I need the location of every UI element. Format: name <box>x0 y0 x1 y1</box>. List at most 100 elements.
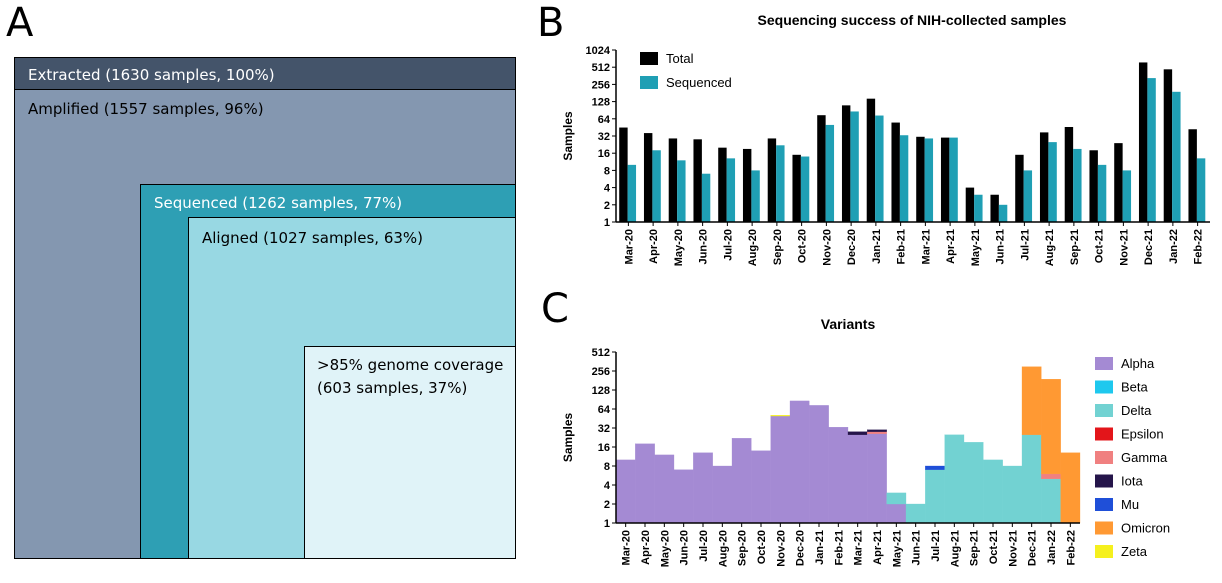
funnel-label-coverage-line2: (603 samples, 37%) <box>317 379 468 397</box>
funnel-label-aligned: Aligned (1027 samples, 63%) <box>202 229 424 247</box>
chart-c-bar-alpha-oct-20 <box>751 450 771 524</box>
chart-b-xtick-label: Sep-21 <box>1069 229 1081 265</box>
chart-b-bar-total-nov-20 <box>817 115 826 222</box>
chart-b-xtick-label: Jan-22 <box>1168 229 1180 264</box>
chart-b-bar-total-jan-22 <box>1163 69 1173 222</box>
chart-c-xtick-label: Feb-21 <box>833 530 845 565</box>
chart-c-legend-swatch <box>1095 498 1113 511</box>
chart-b-bar-sequenced-mar-20 <box>627 164 637 222</box>
funnel-box-coverage <box>304 346 516 559</box>
chart-c-xtick-label: Apr-20 <box>640 530 652 565</box>
chart-b-xtick-label: Nov-20 <box>821 229 833 266</box>
chart-c-xtick-label: May-20 <box>659 530 671 567</box>
chart-b-ytick-label: 2 <box>604 200 610 212</box>
chart-c-bar-alpha-mar-20 <box>615 459 636 524</box>
chart-c-bar-iota-mar-21 <box>847 431 868 435</box>
chart-c-legend-swatch <box>1095 521 1113 535</box>
chart-c-legend-label: Epsilon <box>1121 427 1164 442</box>
chart-b-bar-total-aug-20 <box>742 148 752 222</box>
chart-b-bar-total-dec-20 <box>841 105 851 222</box>
chart-c-xtick-label: Oct-20 <box>756 530 768 564</box>
chart-c-xtick-label: Jan-22 <box>1046 530 1058 565</box>
chart-b-bar-total-nov-21 <box>1114 143 1123 222</box>
chart-b-bar-sequenced-may-20 <box>677 160 686 222</box>
chart-b-bar-sequenced-oct-20 <box>800 156 810 222</box>
chart-c-bar-omicron-jan-22 <box>1041 379 1061 475</box>
funnel-label-coverage-line1: >85% genome coverage <box>317 356 504 374</box>
chart-c-bar-gamma-apr-21 <box>867 431 887 434</box>
chart-c-xtick-label: Jul-21 <box>930 530 942 562</box>
panel-letter-b: B <box>537 0 565 46</box>
chart-b-bar-total-jun-21 <box>990 194 999 222</box>
chart-c-legend-swatch <box>1095 545 1113 558</box>
chart-c-legend-swatch <box>1095 380 1113 394</box>
chart-b-xtick-label: Sep-20 <box>772 229 784 265</box>
chart-b-ytick-label: 128 <box>592 97 610 109</box>
chart-c-ytick-label: 32 <box>598 423 610 435</box>
chart-c-xtick-label: Nov-20 <box>775 530 787 567</box>
chart-b-xtick-label: May-20 <box>673 229 685 266</box>
chart-c-legend-swatch <box>1095 427 1113 441</box>
chart-c-ytick-label: 2 <box>604 499 610 511</box>
chart-b-xtick-label: May-21 <box>970 229 982 266</box>
chart-b-legend-swatch <box>640 52 658 65</box>
chart-b-bar-total-may-20 <box>668 138 678 222</box>
chart-b-bar-sequenced-jun-21 <box>998 204 1008 222</box>
chart-b-ytick-label: 32 <box>598 131 610 143</box>
chart-c-ytick-label: 128 <box>592 385 610 397</box>
chart-c-bar-omicron-dec-21 <box>1021 366 1042 435</box>
chart-b-xtick-label: Mar-21 <box>920 229 932 264</box>
chart-c-bar-alpha-apr-20 <box>635 443 655 524</box>
chart-b-xtick-label: Nov-21 <box>1118 229 1130 266</box>
chart-c-bar-delta-jul-21 <box>925 469 945 524</box>
chart-b-bar-sequenced-feb-21 <box>899 135 909 222</box>
chart-b-bar-sequenced-dec-21 <box>1147 78 1156 222</box>
chart-b-ytick-label: 8 <box>604 165 610 177</box>
chart-b-ylabel: Samples <box>561 111 575 161</box>
chart-c-bar-zeta-nov-20 <box>770 415 791 417</box>
chart-b-bar-total-aug-21 <box>1039 132 1049 222</box>
chart-c-xtick-label: Jul-20 <box>698 530 710 562</box>
chart-b-title: Sequencing success of NIH-collected samp… <box>758 12 1067 28</box>
chart-c-bar-omicron-feb-22 <box>1060 452 1081 524</box>
chart-c-bar-delta-dec-21 <box>1021 434 1042 524</box>
chart-b-bar-total-jun-20 <box>693 139 702 222</box>
chart-c-bar-delta-jan-22 <box>1041 478 1061 524</box>
chart-c-bar-delta-aug-21 <box>944 434 965 524</box>
chart-c-legend-label: Omicron <box>1121 521 1170 536</box>
chart-c-ytick-label: 256 <box>592 366 610 378</box>
chart-b-xtick-label: Dec-20 <box>846 229 858 265</box>
chart-b-bar-sequenced-jun-20 <box>701 173 711 222</box>
chart-b-xtick-label: Jun-20 <box>698 229 710 264</box>
chart-b-xtick-label: Feb-22 <box>1193 229 1205 264</box>
chart-c-legend-label: Mu <box>1121 497 1139 512</box>
chart-c-ytick-label: 64 <box>598 404 611 416</box>
chart-b-ytick-label: 1 <box>604 217 610 229</box>
chart-b-bar-sequenced-mar-21 <box>924 138 934 222</box>
chart-b-bar-sequenced-apr-20 <box>652 150 661 222</box>
chart-b-bar-total-apr-21 <box>940 137 950 222</box>
chart-c-ytick-label: 8 <box>604 461 610 473</box>
chart-b-bar-sequenced-nov-21 <box>1122 170 1132 222</box>
chart-c-xtick-label: Aug-20 <box>717 530 729 567</box>
chart-c-bar-delta-sep-21 <box>963 442 984 524</box>
chart-b-bar-total-mar-20 <box>619 127 628 222</box>
chart-c-legend-swatch <box>1095 357 1113 370</box>
funnel-label-sequenced: Sequenced (1262 samples, 77%) <box>154 194 403 212</box>
chart-c-bar-delta-oct-21 <box>983 459 1003 524</box>
chart-c-xtick-label: Mar-21 <box>853 530 865 565</box>
chart-b-xtick-label: Oct-20 <box>797 229 809 263</box>
chart-b-ytick-label: 16 <box>598 148 610 160</box>
chart-c-bar-alpha-dec-20 <box>789 400 810 524</box>
chart-b-legend-label: Sequenced <box>666 75 732 90</box>
chart-b-ytick-label: 256 <box>592 79 610 91</box>
chart-c-bar-alpha-feb-21 <box>828 427 849 524</box>
chart-c-bar-alpha-nov-20 <box>770 415 791 524</box>
chart-b-xtick-label: Jan-21 <box>871 229 883 264</box>
chart-c-legend-label: Gamma <box>1121 450 1168 465</box>
funnel-label-extracted: Extracted (1630 samples, 100%) <box>28 66 275 84</box>
chart-b-xtick-label: Oct-21 <box>1094 229 1106 263</box>
chart-c-bar-alpha-may-20 <box>654 454 675 524</box>
chart-c-legend-label: Iota <box>1121 474 1143 489</box>
